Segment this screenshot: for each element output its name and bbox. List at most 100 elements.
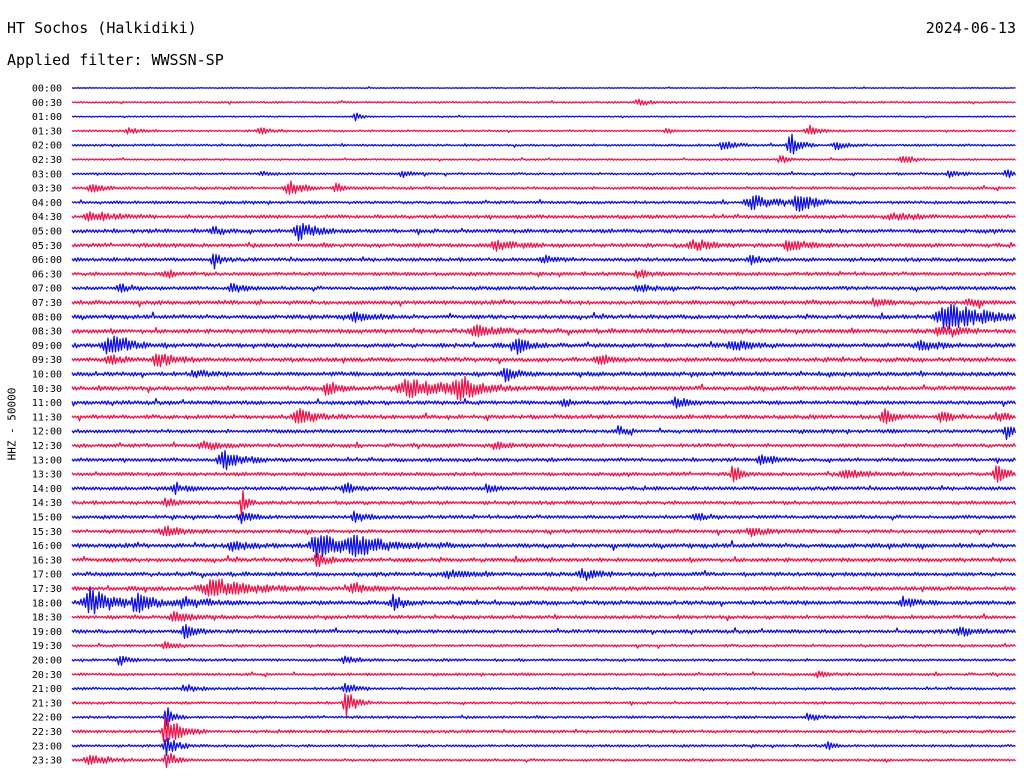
row-time-label: 15:30	[32, 527, 62, 538]
trace-row	[71, 670, 1017, 679]
row-time-label: 04:30	[32, 212, 62, 223]
trace-row	[71, 353, 1017, 368]
row-time-label: 22:30	[32, 727, 62, 738]
trace-row	[71, 303, 1017, 330]
row-time-label: 12:30	[32, 441, 62, 452]
trace-row	[71, 297, 1017, 309]
row-time-label: 16:00	[32, 541, 62, 552]
trace-row	[71, 375, 1017, 402]
trace-row	[71, 481, 1017, 496]
row-time-label: 12:00	[32, 427, 62, 438]
trace-row	[71, 641, 1016, 650]
row-time-label: 07:00	[32, 284, 62, 295]
filter-label: Applied filter: WWSSN-SP	[7, 51, 224, 69]
row-time-label: 16:30	[32, 555, 62, 566]
row-time-label: 15:00	[32, 513, 62, 524]
date-label: 2024-06-13	[925, 19, 1016, 37]
trace-row	[71, 124, 1016, 135]
trace-row	[71, 155, 1016, 164]
row-time-label: 19:30	[32, 641, 62, 652]
row-time-label: 20:30	[32, 670, 62, 681]
row-time-label: 07:30	[32, 298, 62, 309]
trace-row	[71, 587, 1017, 615]
trace-row	[71, 525, 1017, 538]
row-time-label: 17:30	[32, 584, 62, 595]
row-time-label: 09:00	[32, 341, 62, 352]
row-time-label: 08:30	[32, 327, 62, 338]
trace-row	[71, 489, 1017, 517]
trace-row	[71, 396, 1017, 409]
row-time-label: 06:30	[32, 269, 62, 280]
trace-row	[71, 655, 1016, 666]
trace-row	[71, 693, 1016, 718]
station-title: HT Sochos (Halkidiki)	[7, 19, 197, 37]
trace-row	[71, 440, 1017, 451]
row-time-label: 13:00	[32, 455, 62, 466]
row-time-label: 09:30	[32, 355, 62, 366]
row-time-label: 20:00	[32, 656, 62, 667]
trace-row	[71, 324, 1017, 338]
trace-row	[71, 253, 1017, 270]
row-time-label: 17:00	[32, 570, 62, 581]
trace-row	[71, 624, 1017, 640]
trace-row	[71, 133, 1016, 155]
row-time-label: 04:00	[32, 198, 62, 209]
row-time-label: 08:00	[32, 312, 62, 323]
trace-row	[71, 269, 1016, 279]
row-time-label: 06:00	[32, 255, 62, 266]
row-time-label: 00:30	[32, 98, 62, 109]
row-time-label: 22:00	[32, 713, 62, 724]
trace-row	[71, 578, 1017, 597]
trace-row	[71, 98, 1016, 106]
row-time-label: 01:30	[32, 126, 62, 137]
row-time-label: 05:30	[32, 241, 62, 252]
trace-row	[71, 737, 1016, 756]
row-time-label: 23:30	[32, 756, 62, 767]
row-time-label: 23:00	[32, 741, 62, 752]
trace-row	[71, 716, 1016, 743]
trace-row	[71, 169, 1017, 179]
trace-row	[71, 682, 1016, 693]
trace-row	[71, 407, 1017, 425]
trace-row	[71, 180, 1016, 195]
trace-row	[71, 239, 1017, 252]
trace-row	[71, 610, 1017, 622]
row-time-label: 18:00	[32, 598, 62, 609]
trace-row	[71, 367, 1017, 383]
row-time-label: 14:00	[32, 484, 62, 495]
row-time-label: 11:30	[32, 412, 62, 423]
trace-row	[71, 222, 1017, 242]
row-time-label: 13:30	[32, 470, 62, 481]
row-time-label: 11:00	[32, 398, 62, 409]
trace-row	[71, 510, 1017, 525]
row-time-label: 18:30	[32, 613, 62, 624]
row-time-label: 21:30	[32, 698, 62, 709]
trace-row	[71, 112, 1016, 122]
row-time-label: 19:00	[32, 627, 62, 638]
trace-row	[71, 534, 1017, 559]
row-time-label: 02:00	[32, 141, 62, 152]
trace-row	[71, 465, 1017, 483]
row-time-label: 10:00	[32, 370, 62, 381]
trace-row	[71, 425, 1017, 441]
row-time-label: 05:00	[32, 227, 62, 238]
row-time-label: 00:00	[32, 84, 62, 95]
trace-row	[71, 282, 1017, 293]
row-time-label: 02:30	[32, 155, 62, 166]
trace-row	[71, 211, 1017, 222]
row-time-label: 21:00	[32, 684, 62, 695]
trace-row	[71, 568, 1017, 581]
trace-row	[71, 335, 1017, 355]
trace-row	[71, 752, 1016, 769]
row-time-label: 01:00	[32, 112, 62, 123]
trace-row	[71, 86, 1016, 90]
row-time-label: 10:30	[32, 384, 62, 395]
row-time-label: 03:00	[32, 169, 62, 180]
row-time-label: 03:30	[32, 184, 62, 195]
row-time-label: 14:30	[32, 498, 62, 509]
trace-row	[71, 450, 1017, 471]
trace-row	[71, 552, 1017, 568]
trace-row	[71, 194, 1016, 212]
trace-row	[71, 707, 1016, 727]
